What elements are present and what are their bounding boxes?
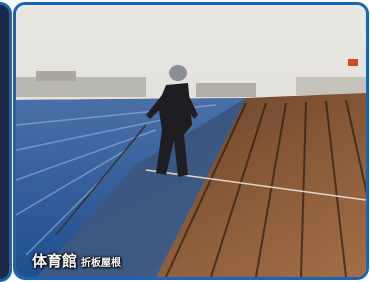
photo bbox=[16, 5, 366, 277]
photo-panel: 体育館折板屋根 bbox=[13, 2, 369, 280]
side-panel bbox=[0, 2, 12, 282]
caption: 体育館折板屋根 bbox=[32, 250, 121, 271]
caption-title: 体育館 bbox=[32, 252, 77, 270]
caption-subtitle: 折板屋根 bbox=[81, 258, 121, 269]
screen: 体育館折板屋根 bbox=[0, 0, 370, 282]
